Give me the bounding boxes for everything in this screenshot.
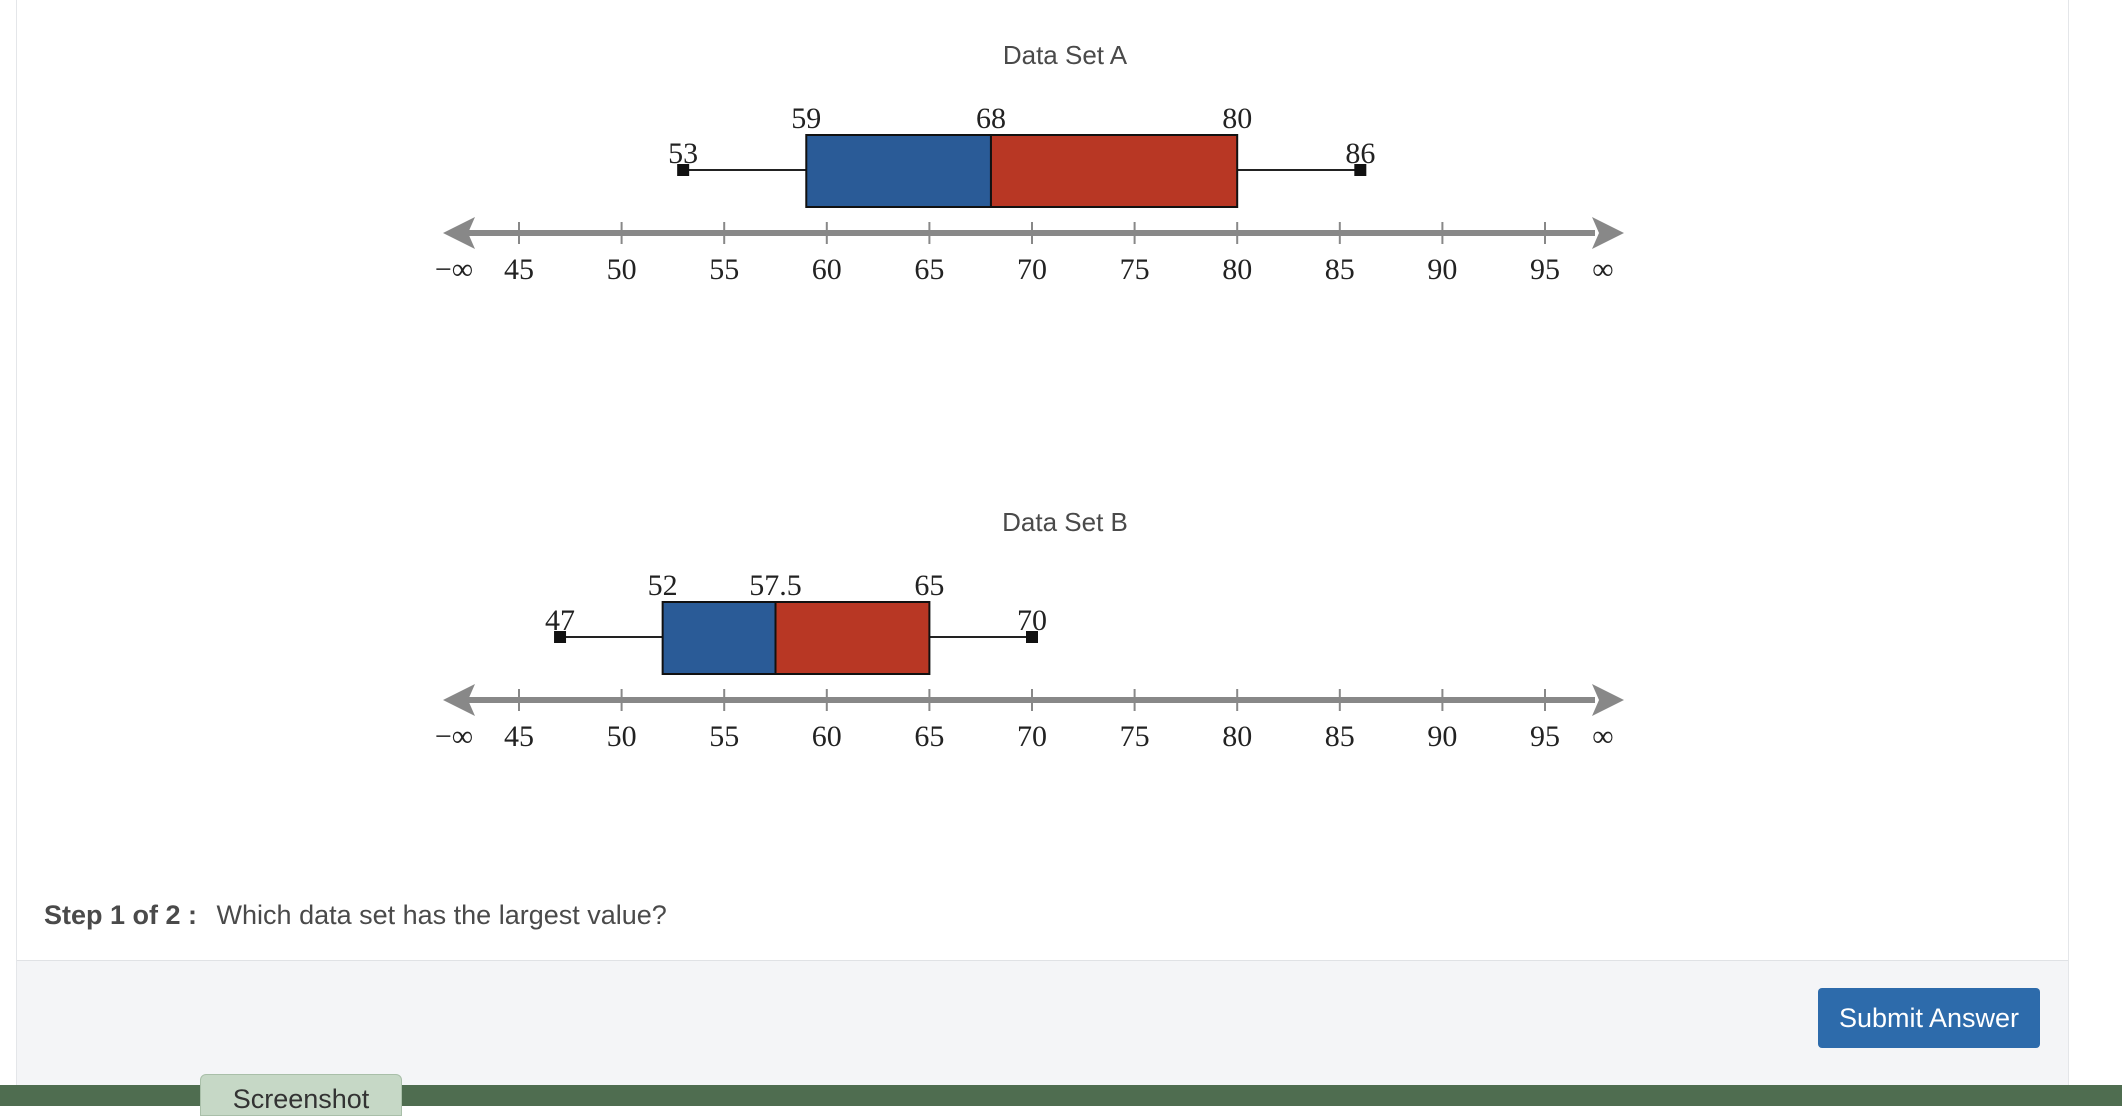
axis-tick-label: 60: [812, 253, 842, 286]
axis-right-arrow: [1592, 217, 1624, 249]
max-marker: [1354, 164, 1367, 176]
upper-box: [774, 601, 931, 675]
min-marker: [554, 631, 567, 643]
axis-left-arrow: [443, 684, 475, 716]
box-plot-svg-a: Data Set A 45 50 55 60 65 70 75 80 85 90 95 −∞ ∞ 59 68 8…: [435, 40, 1624, 286]
lower-box: [805, 134, 992, 208]
plot-title: Data Set A: [1003, 40, 1128, 70]
plot-title: Data Set B: [1002, 507, 1128, 537]
box-plot-data-set-a: Data Set A 45 50 55 60 65 70 75 80 85 90 95 −∞ ∞ 59 68 8…: [0, 20, 2122, 350]
axis-tick-label: 80: [1222, 253, 1252, 286]
submit-answer-button[interactable]: Submit Answer: [1818, 988, 2040, 1048]
q3-label: 65: [914, 569, 944, 602]
axis-right-arrow: [1592, 684, 1624, 716]
axis-tick-label: 45: [504, 720, 534, 753]
q1-label: 59: [791, 102, 821, 135]
axis-tick-label: 90: [1427, 253, 1457, 286]
answer-footer: [17, 960, 2068, 1086]
axis-tick-label: 80: [1222, 720, 1252, 753]
min-marker: [677, 164, 690, 176]
content-right-border: [2068, 0, 2069, 1085]
axis-tick-label: 90: [1427, 720, 1457, 753]
min-label: 47: [545, 604, 575, 637]
axis-tick-label: 65: [914, 253, 944, 286]
question-prompt: Step 1 of 2 : Which data set has the lar…: [44, 900, 667, 931]
axis-end-label-right: ∞: [1592, 720, 1613, 753]
axis-tick-label: 75: [1120, 253, 1150, 286]
axis-tick-label: 70: [1017, 720, 1047, 753]
axis-tick-label: 70: [1017, 253, 1047, 286]
axis-tick-label: 55: [709, 253, 739, 286]
axis-end-label-right: ∞: [1592, 253, 1613, 286]
axis-tick-label: 50: [607, 253, 637, 286]
axis-tick-label: 85: [1325, 720, 1355, 753]
box-plot-data-set-b: Data Set B 45 50 55 60 65 70 75 80 85 90 95 −∞ ∞ 52 57.…: [0, 487, 2122, 817]
max-label: 70: [1017, 604, 1047, 637]
upper-box: [989, 134, 1239, 208]
axis-tick-label: 55: [709, 720, 739, 753]
axis-tick-label: 65: [914, 720, 944, 753]
step-indicator: Step 1 of 2 :: [44, 900, 198, 930]
q3-label: 80: [1222, 102, 1252, 135]
bottom-toolbar: [0, 1085, 2122, 1106]
content-left-border: [16, 0, 17, 1085]
axis-tick-label: 45: [504, 253, 534, 286]
max-label: 86: [1345, 137, 1375, 170]
axis-end-label-left: −∞: [435, 253, 473, 286]
axis-tick-label: 95: [1530, 253, 1560, 286]
axis-tick-label: 50: [607, 720, 637, 753]
question-text: Which data set has the largest value?: [216, 900, 667, 930]
axis-tick-label: 85: [1325, 253, 1355, 286]
axis-tick-label: 60: [812, 720, 842, 753]
axis-tick-label: 95: [1530, 720, 1560, 753]
axis-end-label-left: −∞: [435, 720, 473, 753]
max-marker: [1026, 631, 1038, 643]
median-label: 57.5: [749, 569, 802, 602]
axis-left-arrow: [443, 217, 475, 249]
box-plot-svg-b: Data Set B 45 50 55 60 65 70 75 80 85 90 95 −∞ ∞ 52 57.…: [435, 507, 1624, 753]
median-label: 68: [976, 102, 1006, 135]
screenshot-tab[interactable]: Screenshot: [200, 1074, 402, 1116]
axis-tick-label: 75: [1120, 720, 1150, 753]
lower-box: [661, 601, 777, 675]
q1-label: 52: [648, 569, 678, 602]
min-label: 53: [668, 137, 698, 170]
